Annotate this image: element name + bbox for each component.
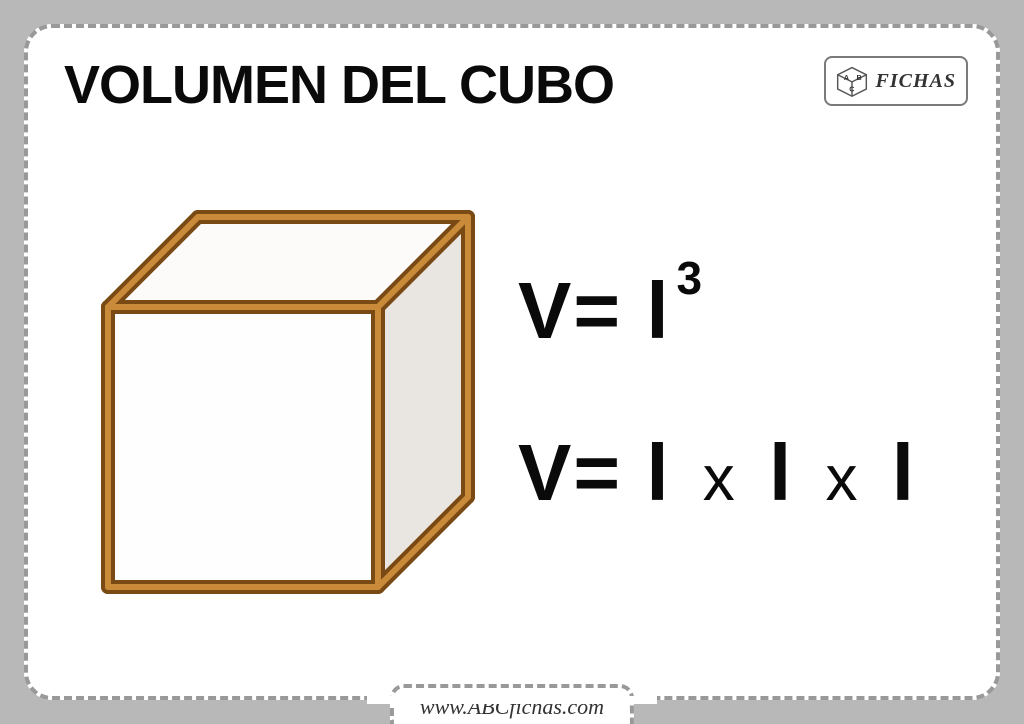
formula-block: V= l3 V= l x l x l bbox=[518, 265, 956, 519]
abc-cube-icon: A B C bbox=[834, 64, 870, 98]
formula-lhs: V bbox=[518, 266, 573, 355]
brand-logo-text: FICHAS bbox=[876, 70, 956, 93]
formula-term: l bbox=[769, 428, 793, 517]
cube-diagram bbox=[88, 187, 488, 617]
formula-eq: = bbox=[573, 266, 622, 355]
svg-text:C: C bbox=[849, 86, 854, 94]
formula-op: x bbox=[817, 442, 867, 514]
brand-logo: A B C FICHAS bbox=[824, 56, 968, 106]
content-area: V= l3 V= l x l x l bbox=[88, 168, 956, 636]
svg-text:B: B bbox=[856, 74, 861, 82]
formula-op: x bbox=[695, 442, 745, 514]
formula-eq: = bbox=[573, 428, 622, 517]
formula-lhs: V bbox=[518, 428, 573, 517]
formula-expanded: V= l x l x l bbox=[518, 427, 956, 519]
svg-text:A: A bbox=[843, 74, 848, 82]
page-title: VOLUMEN DEL CUBO bbox=[64, 54, 614, 116]
formula-term: l bbox=[892, 428, 916, 517]
worksheet-card: VOLUMEN DEL CUBO A B C FICHAS bbox=[24, 24, 1000, 700]
footer-url-mask bbox=[367, 696, 657, 704]
footer-url-tab: www.ABCfichas.com bbox=[390, 684, 634, 724]
formula-term: l bbox=[646, 428, 670, 517]
formula-base: l bbox=[646, 266, 670, 355]
formula-cubed: V= l3 bbox=[518, 265, 956, 357]
formula-exponent: 3 bbox=[677, 252, 705, 304]
